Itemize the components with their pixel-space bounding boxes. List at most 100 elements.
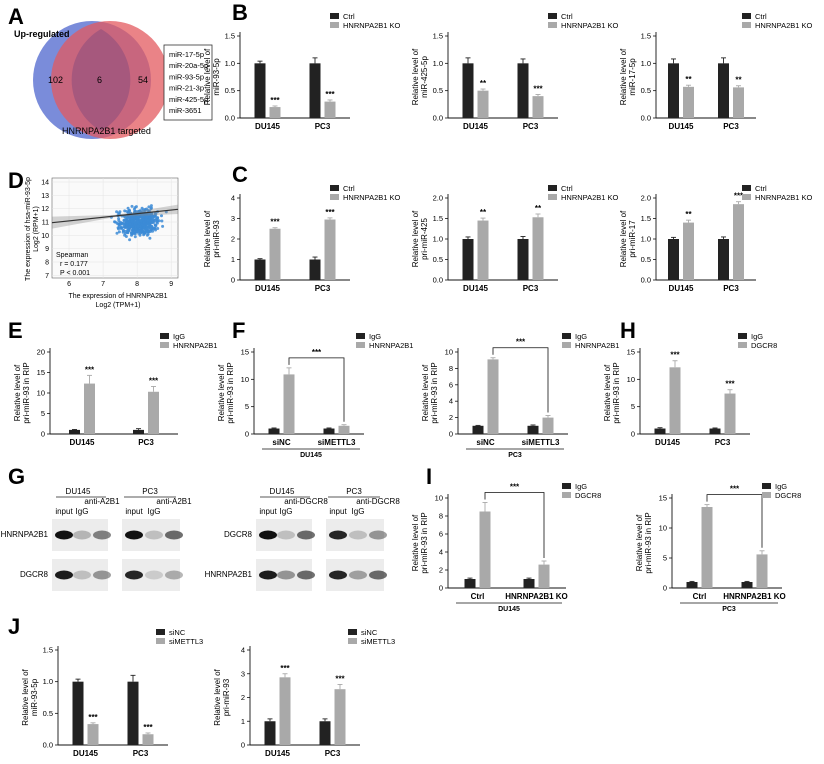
- y-tick-label: 3: [241, 669, 245, 678]
- significance-label: ***: [325, 90, 335, 99]
- y-tick-label: 0.0: [225, 114, 235, 123]
- blot-band: [259, 570, 277, 580]
- significance-label: **: [685, 210, 692, 219]
- panel-letter-a: A: [8, 4, 24, 29]
- bar: [532, 96, 544, 118]
- panel-letter-f: F: [232, 318, 245, 343]
- panel-letter-h: H: [620, 318, 636, 343]
- y-tick-label: 0.0: [43, 741, 53, 750]
- legend-label: Ctrl: [561, 12, 573, 21]
- y-tick-label: 4: [439, 548, 443, 557]
- group-label: DU145: [498, 606, 520, 613]
- y-tick-label: 6: [449, 380, 453, 389]
- scatter-ytick: 12: [41, 206, 49, 213]
- scatter-point: [148, 236, 152, 240]
- bar-chart-b3: 0.0 0.5 1.0 1.5 Relative level of miR-17-5p DU…: [619, 12, 813, 131]
- scatter-xtick: 8: [135, 281, 139, 288]
- legend-label: siNC: [361, 628, 378, 637]
- y-axis-label: pri-miR-93 in RIP: [226, 362, 235, 423]
- legend-label: DGCR8: [575, 491, 601, 500]
- legend-label: DGCR8: [751, 341, 777, 350]
- bar: [669, 367, 681, 434]
- legend-swatch: [548, 22, 557, 28]
- y-axis-label: pri-miR-93 in RIP: [430, 362, 439, 423]
- y-tick-label: 2: [439, 566, 443, 575]
- scatter-point: [124, 218, 128, 222]
- bar: [464, 579, 476, 588]
- blot-lane-label: input: [329, 507, 347, 516]
- panel-letter-e: E: [8, 318, 23, 343]
- legend-swatch: [330, 22, 339, 28]
- x-category-label: PC3: [315, 284, 331, 293]
- blot-group-label: PC3: [346, 487, 362, 496]
- x-category-label: PC3: [723, 284, 739, 293]
- legend-swatch: [738, 333, 747, 339]
- venn-overlap-count: 6: [97, 75, 102, 85]
- y-axis-label: Relative level of: [213, 668, 222, 725]
- scatter-point: [125, 225, 129, 229]
- y-tick-label: 6: [439, 530, 443, 539]
- group-label: DU145: [300, 452, 322, 459]
- legend-label: IgG: [751, 332, 763, 341]
- x-category-label: Ctrl: [471, 592, 485, 601]
- y-tick-label: 0.5: [433, 255, 443, 264]
- x-category-label: PC3: [315, 122, 331, 131]
- significance-label: ***: [270, 218, 280, 227]
- y-tick-label: 10: [37, 389, 45, 398]
- legend-label: IgG: [775, 482, 787, 491]
- legend-swatch: [742, 13, 751, 19]
- bar: [487, 359, 499, 434]
- venn-left-label: Up-regulated: [14, 29, 70, 39]
- bar-chart-i2: 0 5 10 15 Relative level of pri-miR-93 in RIP…: [635, 482, 801, 613]
- bar: [279, 677, 291, 745]
- scatter-point: [142, 233, 146, 237]
- blot-band: [369, 530, 387, 540]
- scatter-point: [122, 229, 126, 232]
- scatter-points: [109, 204, 168, 242]
- bar-chart-i1: I 0 2 4 6 8 10 Relative level of pri-miR-93 in R…: [411, 464, 601, 613]
- legend-label: Ctrl: [755, 184, 767, 193]
- legend-swatch: [742, 22, 751, 28]
- y-axis-label: Relative level of: [411, 514, 420, 571]
- bar: [542, 417, 554, 434]
- bar: [254, 63, 266, 118]
- scatter-point: [119, 222, 123, 226]
- scatter-point: [147, 225, 151, 229]
- bar: [268, 428, 280, 434]
- bar-chart-c3: 0.0 0.5 1.0 1.5 2.0 Relative level of pri-miR-…: [619, 184, 813, 293]
- venn-left-count: 102: [48, 75, 63, 85]
- y-axis-label: pri-miR-17: [628, 220, 637, 258]
- bar: [477, 220, 489, 280]
- bar: [269, 107, 281, 118]
- legend-swatch: [330, 194, 339, 200]
- significance-label: ***: [670, 351, 680, 360]
- scatter-point: [128, 222, 132, 226]
- venn-overlap: [71, 29, 131, 131]
- blot-band: [55, 530, 73, 540]
- scatter-point: [150, 225, 154, 228]
- scatter-point: [154, 212, 158, 216]
- blot-band: [329, 530, 347, 540]
- y-tick-label: 0: [241, 741, 245, 750]
- scatter-ytick: 10: [41, 233, 49, 240]
- y-tick-label: 10: [445, 348, 453, 357]
- x-category-label: PC3: [723, 122, 739, 131]
- significance-label: ***: [85, 365, 95, 374]
- scatter-xlabel-line1: The expression of HNRNPA2B1: [68, 293, 167, 300]
- legend-swatch: [330, 13, 339, 19]
- y-tick-label: 0.5: [641, 255, 651, 264]
- blot-lane-label: IgG: [280, 507, 293, 516]
- y-axis-label: Relative level of: [619, 210, 628, 267]
- y-tick-label: 0.0: [641, 276, 651, 285]
- x-category-label: Ctrl: [693, 592, 707, 601]
- y-tick-label: 0: [231, 276, 235, 285]
- blot-band: [277, 530, 295, 540]
- y-tick-label: 10: [435, 494, 443, 503]
- legend-label: siNC: [169, 628, 186, 637]
- bar-chart-b2: 0.0 0.5 1.0 1.5 Relative level of miR-425-5p D…: [411, 12, 619, 131]
- bar: [283, 374, 295, 434]
- legend-swatch: [562, 342, 571, 348]
- y-axis-label: miR-425-5p: [420, 56, 429, 98]
- y-tick-label: 5: [631, 402, 635, 411]
